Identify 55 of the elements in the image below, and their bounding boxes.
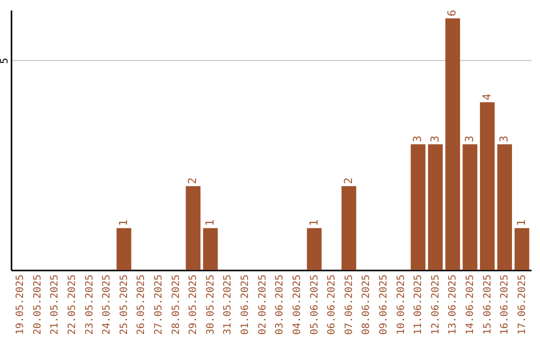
- data-label: 6: [446, 10, 459, 16]
- x-tick-label: 23.05.2025: [84, 274, 96, 335]
- x-tick-label: 11.06.2025: [413, 274, 424, 335]
- data-label: 3: [498, 136, 511, 142]
- x-tick-label: 01.06.2025: [240, 274, 252, 335]
- x-tick-label: 29.05.2025: [188, 274, 200, 335]
- bar: [497, 144, 512, 270]
- data-label: 1: [203, 219, 216, 226]
- bar: [186, 186, 200, 270]
- x-tick-label: 13.06.2025: [448, 274, 459, 335]
- x-tick-label: 22.05.2025: [67, 274, 78, 335]
- x-tick-label: 30.05.2025: [205, 274, 216, 335]
- data-label: 3: [411, 136, 424, 142]
- x-tick-label: 05.06.2025: [309, 274, 320, 335]
- x-tick-label: 24.05.2025: [102, 274, 113, 335]
- bar: [116, 228, 132, 270]
- x-tick-label: 14.06.2025: [465, 274, 476, 335]
- x-tick-label: 19.05.2025: [15, 274, 26, 335]
- y-tick-label: 5: [0, 58, 10, 64]
- bar: [410, 144, 426, 270]
- data-label: 1: [514, 219, 528, 226]
- data-label: 3: [428, 136, 442, 142]
- x-tick-label: 12.06.2025: [430, 274, 442, 335]
- data-label: 1: [116, 219, 130, 226]
- data-label: 2: [186, 178, 200, 184]
- bar: [514, 228, 530, 270]
- bar: [445, 18, 460, 270]
- x-tick-label: 17.06.2025: [516, 274, 528, 335]
- bar: [480, 102, 495, 270]
- x-tick-label: 02.06.2025: [257, 274, 268, 335]
- bar: [342, 186, 356, 270]
- data-label: 1: [307, 219, 320, 226]
- x-tick-label: 07.06.2025: [344, 274, 355, 335]
- data-label: 2: [342, 178, 355, 184]
- x-tick-label: 27.05.2025: [154, 274, 165, 335]
- x-tick-label: 03.06.2025: [274, 274, 286, 335]
- x-tick-label: 25.05.2025: [118, 274, 130, 335]
- x-tick-label: 26.05.2025: [136, 274, 148, 335]
- x-tick-label: 04.06.2025: [292, 274, 303, 335]
- bar: [462, 144, 478, 270]
- x-tick-label: 09.06.2025: [378, 274, 390, 335]
- x-tick-label: 31.05.2025: [222, 274, 234, 335]
- bar: [428, 144, 443, 270]
- x-tick-label: 15.06.2025: [482, 274, 494, 335]
- bar: [203, 228, 218, 270]
- x-tick-label: 21.05.2025: [50, 274, 61, 335]
- x-tick-label: 16.06.2025: [500, 274, 511, 335]
- x-tick-label: 20.05.2025: [32, 274, 44, 335]
- x-tick-label: 28.05.2025: [170, 274, 182, 335]
- bar: [306, 228, 322, 270]
- x-tick-label: 08.06.2025: [361, 274, 372, 335]
- x-tick-label: 10.06.2025: [396, 274, 407, 335]
- data-label: 4: [480, 93, 494, 100]
- data-label: 3: [463, 136, 476, 142]
- x-tick-label: 06.06.2025: [326, 274, 338, 335]
